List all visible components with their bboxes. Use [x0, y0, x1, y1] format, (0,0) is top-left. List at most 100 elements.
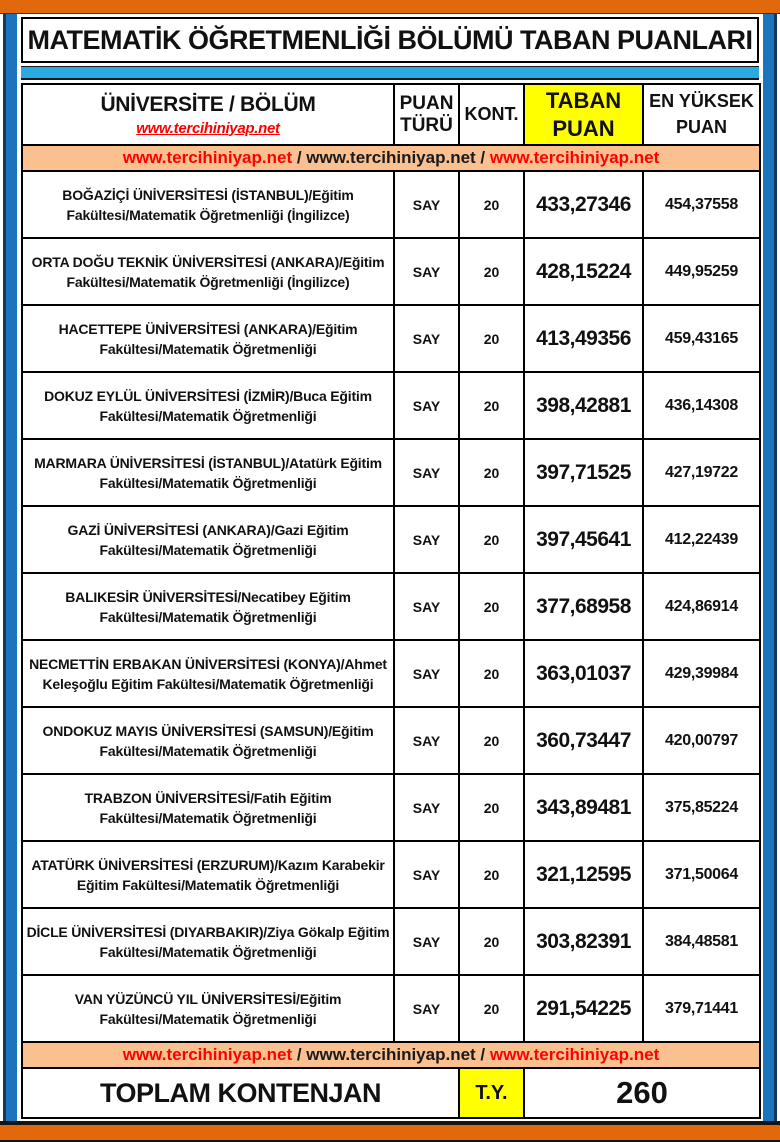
table-row: ORTA DOĞU TEKNİK ÜNİVERSİTESİ (ANKARA)/E…	[21, 237, 761, 306]
score-type-cell: SAY	[393, 639, 460, 708]
university-cell: HACETTEPE ÜNİVERSİTESİ (ANKARA)/Eğitim F…	[21, 304, 395, 373]
score-type-badge: T.Y.	[458, 1067, 525, 1119]
university-cell: DİCLE ÜNİVERSİTESİ (DIYARBAKIR)/Ziya Gök…	[21, 907, 395, 976]
tercihiniyap-link[interactable]: www.tercihiniyap.net	[306, 148, 476, 167]
table-row: ONDOKUZ MAYIS ÜNİVERSİTESİ (SAMSUN)/Eğit…	[21, 706, 761, 775]
quota-cell: 20	[458, 974, 525, 1043]
quota-cell: 20	[458, 773, 525, 842]
total-quota-label: TOPLAM KONTENJAN	[21, 1067, 460, 1119]
quota-cell: 20	[458, 304, 525, 373]
frame-left-bar	[3, 14, 17, 1121]
score-type-cell: SAY	[393, 773, 460, 842]
scores-table: ÜNİVERSİTE / BÖLÜM www.tercihiniyap.net …	[21, 83, 761, 1119]
table-row: VAN YÜZÜNCÜ YIL ÜNİVERSİTESİ/Eğitim Fakü…	[21, 974, 761, 1043]
university-cell: MARMARA ÜNİVERSİTESİ (İSTANBUL)/Atatürk …	[21, 438, 395, 507]
table-row: MARMARA ÜNİVERSİTESİ (İSTANBUL)/Atatürk …	[21, 438, 761, 507]
col-header-score-type: PUAN TÜRÜ	[393, 83, 460, 146]
frame-bottom-bar	[0, 1125, 780, 1142]
table-row: DİCLE ÜNİVERSİTESİ (DIYARBAKIR)/Ziya Gök…	[21, 907, 761, 976]
header-site-link[interactable]: www.tercihiniyap.net	[136, 119, 280, 137]
university-cell: TRABZON ÜNİVERSİTESİ/Fatih Eğitim Fakült…	[21, 773, 395, 842]
link-banner-top: www.tercihiniyap.net / www.tercihiniyap.…	[21, 144, 761, 172]
link-separator: /	[475, 1045, 490, 1064]
base-score-cell: 397,45641	[523, 505, 644, 574]
max-score-cell: 429,39984	[642, 639, 761, 708]
tercihiniyap-link[interactable]: www.tercihiniyap.net	[489, 148, 660, 167]
base-score-cell: 433,27346	[523, 170, 644, 239]
quota-cell: 20	[458, 371, 525, 440]
base-score-cell: 398,42881	[523, 371, 644, 440]
score-type-cell: SAY	[393, 304, 460, 373]
max-score-cell: 454,37558	[642, 170, 761, 239]
base-score-cell: 413,49356	[523, 304, 644, 373]
link-separator: /	[475, 148, 490, 167]
col-header-base-score: TABAN PUAN	[523, 83, 644, 146]
tercihiniyap-link[interactable]: www.tercihiniyap.net	[122, 148, 293, 167]
link-banner-row-top: www.tercihiniyap.net / www.tercihiniyap.…	[21, 144, 761, 172]
table-body: BOĞAZİÇİ ÜNİVERSİTESİ (İSTANBUL)/Eğitim …	[21, 170, 761, 1043]
quota-cell: 20	[458, 639, 525, 708]
table-row: DOKUZ EYLÜL ÜNİVERSİTESİ (İZMİR)/Buca Eğ…	[21, 371, 761, 440]
quota-cell: 20	[458, 438, 525, 507]
frame-right-bar	[763, 14, 777, 1121]
max-score-cell: 427,19722	[642, 438, 761, 507]
university-cell: BOĞAZİÇİ ÜNİVERSİTESİ (İSTANBUL)/Eğitim …	[21, 170, 395, 239]
university-cell: ATATÜRK ÜNİVERSİTESİ (ERZURUM)/Kazım Kar…	[21, 840, 395, 909]
base-score-cell: 360,73447	[523, 706, 644, 775]
score-type-cell: SAY	[393, 438, 460, 507]
max-score-cell: 371,50064	[642, 840, 761, 909]
score-type-cell: SAY	[393, 907, 460, 976]
table-row: TRABZON ÜNİVERSİTESİ/Fatih Eğitim Fakült…	[21, 773, 761, 842]
link-banner-bottom: www.tercihiniyap.net / www.tercihiniyap.…	[21, 1041, 761, 1069]
page-title: MATEMATİK ÖĞRETMENLİĞİ BÖLÜMÜ TABAN PUAN…	[21, 17, 759, 63]
col-header-university-label: ÜNİVERSİTE / BÖLÜM	[100, 92, 316, 116]
max-score-cell: 412,22439	[642, 505, 761, 574]
score-type-cell: SAY	[393, 237, 460, 306]
col-header-quota: KONT.	[458, 83, 525, 146]
table-row: GAZİ ÜNİVERSİTESİ (ANKARA)/Gazi Eğitim F…	[21, 505, 761, 574]
quota-cell: 20	[458, 907, 525, 976]
tercihiniyap-link[interactable]: www.tercihiniyap.net	[122, 1045, 293, 1064]
tercihiniyap-link[interactable]: www.tercihiniyap.net	[306, 1045, 476, 1064]
frame-top-bar	[0, 0, 780, 14]
tercihiniyap-link[interactable]: www.tercihiniyap.net	[489, 1045, 660, 1064]
total-quota-value: 260	[523, 1067, 761, 1119]
max-score-cell: 375,85224	[642, 773, 761, 842]
score-type-cell: SAY	[393, 572, 460, 641]
university-cell: ORTA DOĞU TEKNİK ÜNİVERSİTESİ (ANKARA)/E…	[21, 237, 395, 306]
quota-cell: 20	[458, 840, 525, 909]
base-score-cell: 303,82391	[523, 907, 644, 976]
max-score-cell: 424,86914	[642, 572, 761, 641]
university-cell: DOKUZ EYLÜL ÜNİVERSİTESİ (İZMİR)/Buca Eğ…	[21, 371, 395, 440]
quota-cell: 20	[458, 572, 525, 641]
col-header-university: ÜNİVERSİTE / BÖLÜM www.tercihiniyap.net	[21, 83, 395, 146]
quota-cell: 20	[458, 237, 525, 306]
page-content: MATEMATİK ÖĞRETMENLİĞİ BÖLÜMÜ TABAN PUAN…	[17, 14, 763, 1121]
max-score-cell: 420,00797	[642, 706, 761, 775]
base-score-cell: 291,54225	[523, 974, 644, 1043]
link-banner-row-bottom: www.tercihiniyap.net / www.tercihiniyap.…	[21, 1041, 761, 1069]
score-type-cell: SAY	[393, 706, 460, 775]
score-type-cell: SAY	[393, 840, 460, 909]
max-score-cell: 449,95259	[642, 237, 761, 306]
table-row: ATATÜRK ÜNİVERSİTESİ (ERZURUM)/Kazım Kar…	[21, 840, 761, 909]
max-score-cell: 379,71441	[642, 974, 761, 1043]
university-cell: BALIKESİR ÜNİVERSİTESİ/Necatibey Eğitim …	[21, 572, 395, 641]
base-score-cell: 363,01037	[523, 639, 644, 708]
table-row: NECMETTİN ERBAKAN ÜNİVERSİTESİ (KONYA)/A…	[21, 639, 761, 708]
score-type-cell: SAY	[393, 170, 460, 239]
table-header-row: ÜNİVERSİTE / BÖLÜM www.tercihiniyap.net …	[21, 83, 761, 146]
quota-cell: 20	[458, 505, 525, 574]
table-row: HACETTEPE ÜNİVERSİTESİ (ANKARA)/Eğitim F…	[21, 304, 761, 373]
base-score-cell: 397,71525	[523, 438, 644, 507]
score-type-cell: SAY	[393, 371, 460, 440]
table-footer-row: TOPLAM KONTENJAN T.Y. 260	[21, 1067, 761, 1119]
frame-bottom-line	[0, 1121, 780, 1125]
base-score-cell: 343,89481	[523, 773, 644, 842]
university-cell: NECMETTİN ERBAKAN ÜNİVERSİTESİ (KONYA)/A…	[21, 639, 395, 708]
max-score-cell: 459,43165	[642, 304, 761, 373]
score-type-cell: SAY	[393, 505, 460, 574]
base-score-cell: 377,68958	[523, 572, 644, 641]
table-row: BALIKESİR ÜNİVERSİTESİ/Necatibey Eğitim …	[21, 572, 761, 641]
